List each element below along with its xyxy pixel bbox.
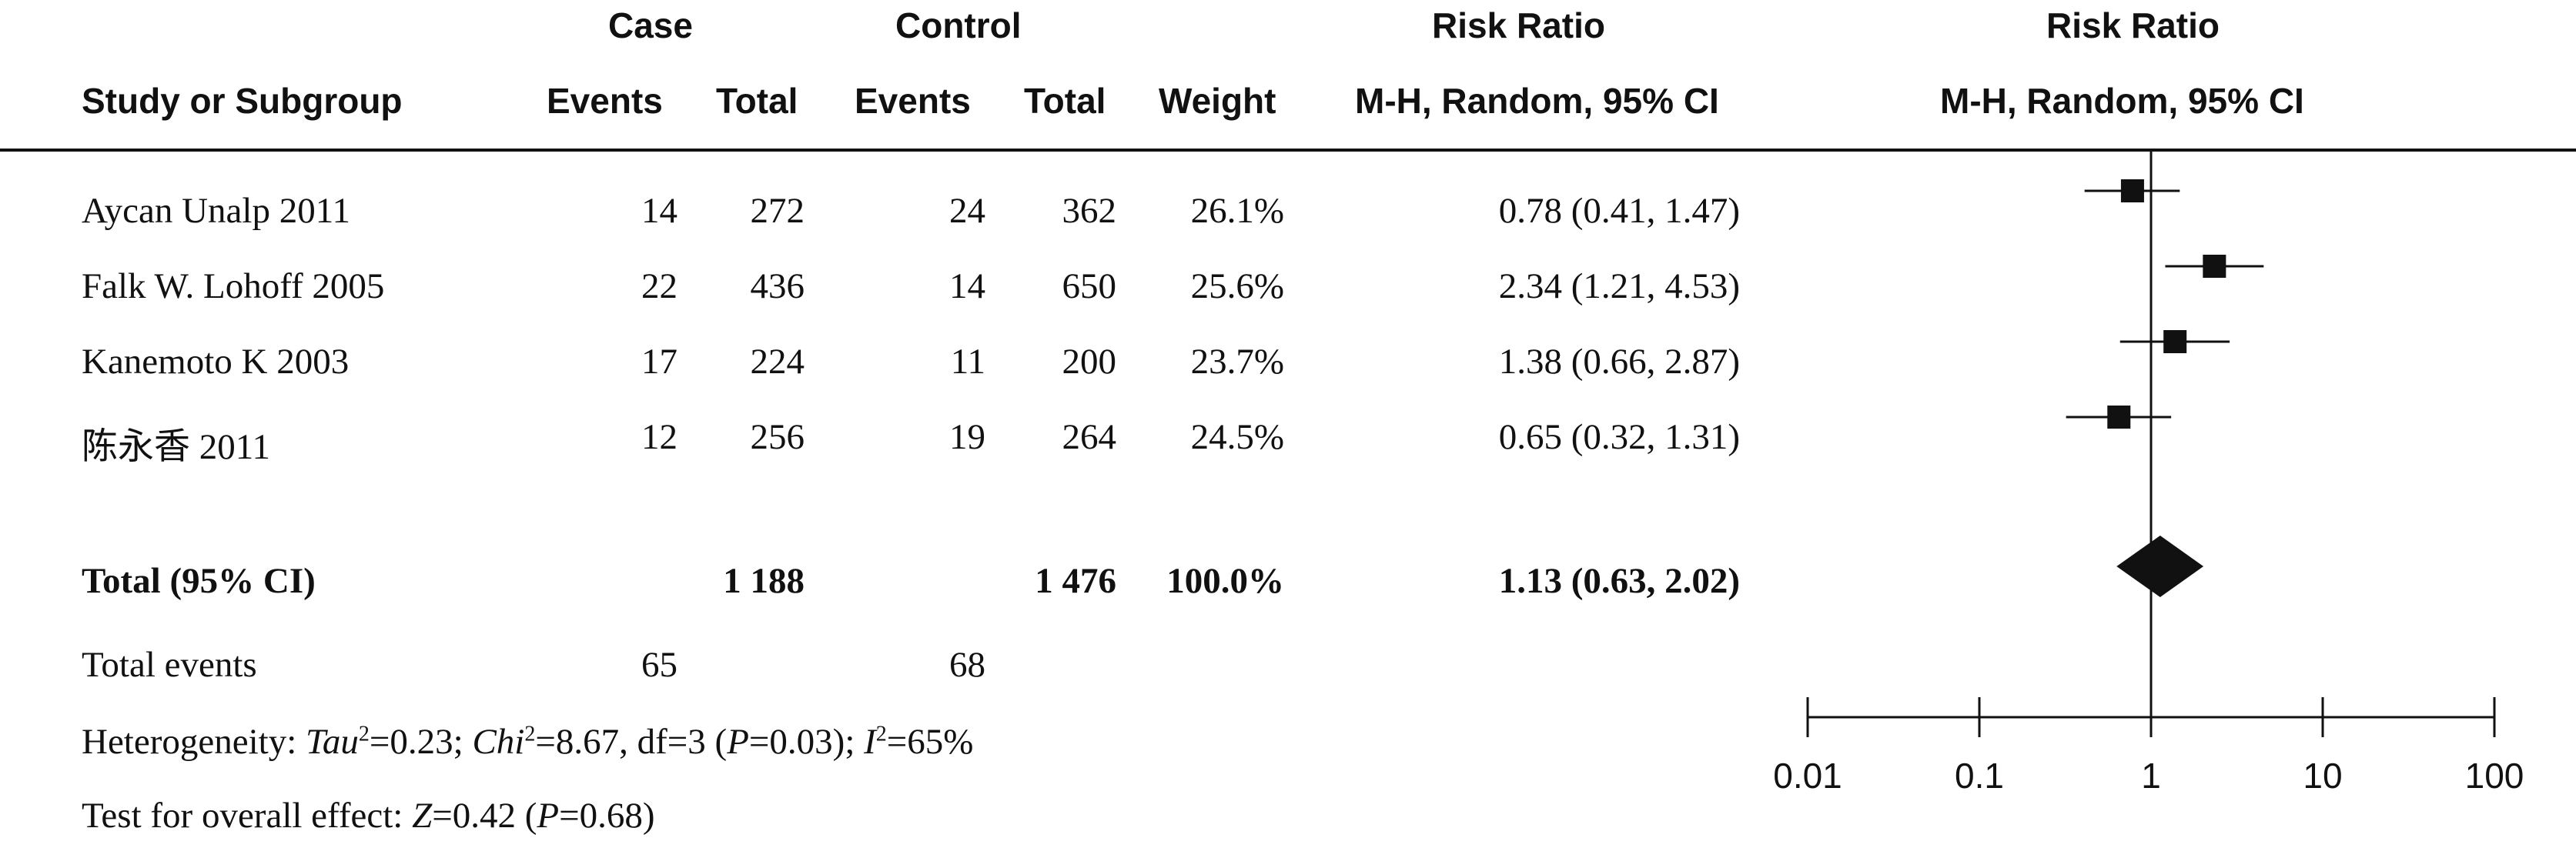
- total-label: Total (95% CI): [82, 561, 316, 601]
- weight: 23.7%: [1190, 342, 1284, 382]
- total-events-control: 68: [949, 645, 985, 685]
- study-point: [2203, 255, 2226, 278]
- header-rule: [0, 149, 2576, 152]
- control-total: 362: [1062, 191, 1117, 231]
- total-events-label: Total events: [82, 645, 257, 685]
- overall-effect-text: Test for overall effect: Z=0.42 (P=0.68): [82, 795, 655, 836]
- header-risk-ratio-left: Risk Ratio: [1432, 5, 1605, 45]
- study-name: Aycan Unalp 2011: [82, 191, 350, 231]
- chi-sup: 2: [524, 722, 536, 746]
- chi-value: =8.67, df=3 (: [535, 722, 728, 762]
- control-events: 14: [949, 266, 985, 306]
- weight: 26.1%: [1190, 191, 1284, 231]
- overall-effect-prefix: Test for overall effect:: [82, 796, 413, 836]
- x-tick-label: 100: [2465, 756, 2524, 796]
- x-tick-label: 0.01: [1773, 756, 1842, 796]
- header-weight: Weight: [1159, 81, 1276, 121]
- total-case-total: 1 188: [723, 561, 805, 601]
- study-name: 陈永香 2011: [82, 427, 271, 467]
- weight: 24.5%: [1190, 417, 1284, 457]
- case-events: 12: [641, 417, 677, 457]
- header-method-left: M-H, Random, 95% CI: [1355, 81, 1719, 121]
- x-tick-label: 10: [2303, 756, 2342, 796]
- total-weight: 100.0%: [1166, 561, 1284, 601]
- tau-sup: 2: [358, 722, 370, 746]
- x-tick-label: 1: [2141, 756, 2161, 796]
- header-case: Case: [608, 5, 693, 45]
- control-total: 650: [1062, 266, 1117, 306]
- case-total: 272: [750, 191, 805, 231]
- control-total: 200: [1062, 342, 1117, 382]
- heterogeneity-prefix: Heterogeneity:: [82, 722, 306, 762]
- case-total: 256: [750, 417, 805, 457]
- header-control-events: Events: [855, 81, 971, 121]
- header-method-right: M-H, Random, 95% CI: [1940, 81, 2304, 121]
- overall-p-value: =0.68): [559, 796, 655, 836]
- control-events: 11: [950, 342, 985, 382]
- overall-p-label: P: [537, 796, 560, 836]
- case-events: 14: [641, 191, 677, 231]
- control-total: 264: [1062, 417, 1117, 457]
- study-name: Kanemoto K 2003: [82, 342, 350, 382]
- control-events: 19: [949, 417, 985, 457]
- tau-label: Tau: [306, 722, 359, 762]
- study-point: [2107, 406, 2131, 429]
- pooled-diamond: [2116, 536, 2204, 597]
- heterogeneity-text: Heterogeneity: Tau2=0.23; Chi2=8.67, df=…: [82, 721, 973, 763]
- ci-text: 0.65 (0.32, 1.31): [1498, 417, 1740, 457]
- case-events: 22: [641, 266, 677, 306]
- header-control-total: Total: [1024, 81, 1106, 121]
- total-control-total: 1 476: [1035, 561, 1116, 601]
- study-name: Falk W. Lohoff 2005: [82, 266, 385, 306]
- case-total: 224: [750, 342, 805, 382]
- z-label: Z: [412, 796, 433, 836]
- header-risk-ratio-right: Risk Ratio: [2046, 5, 2220, 45]
- study-point: [2120, 179, 2144, 202]
- p-label: P: [727, 722, 749, 762]
- case-total: 436: [750, 266, 805, 306]
- ci-text: 1.38 (0.66, 2.87): [1498, 342, 1740, 382]
- header-study: Study or Subgroup: [82, 81, 403, 121]
- weight: 25.6%: [1190, 266, 1284, 306]
- z-value: =0.42 (: [432, 796, 537, 836]
- study-point: [2163, 330, 2187, 353]
- i-value: =65%: [886, 722, 974, 762]
- case-events: 17: [641, 342, 677, 382]
- total-events-case: 65: [641, 645, 677, 685]
- header-case-total: Total: [716, 81, 798, 121]
- chi-label: Chi: [472, 722, 525, 762]
- tau-value: =0.23;: [369, 722, 473, 762]
- control-events: 24: [949, 191, 985, 231]
- i-sup: 2: [875, 722, 887, 746]
- header-control: Control: [895, 5, 1022, 45]
- total-ci-text: 1.13 (0.63, 2.02): [1498, 561, 1740, 601]
- ci-text: 0.78 (0.41, 1.47): [1498, 191, 1740, 231]
- x-tick-label: 0.1: [1955, 756, 2004, 796]
- header-case-events: Events: [547, 81, 663, 121]
- i-label: I: [864, 722, 876, 762]
- ci-text: 2.34 (1.21, 4.53): [1498, 266, 1740, 306]
- p-value: =0.03);: [748, 722, 865, 762]
